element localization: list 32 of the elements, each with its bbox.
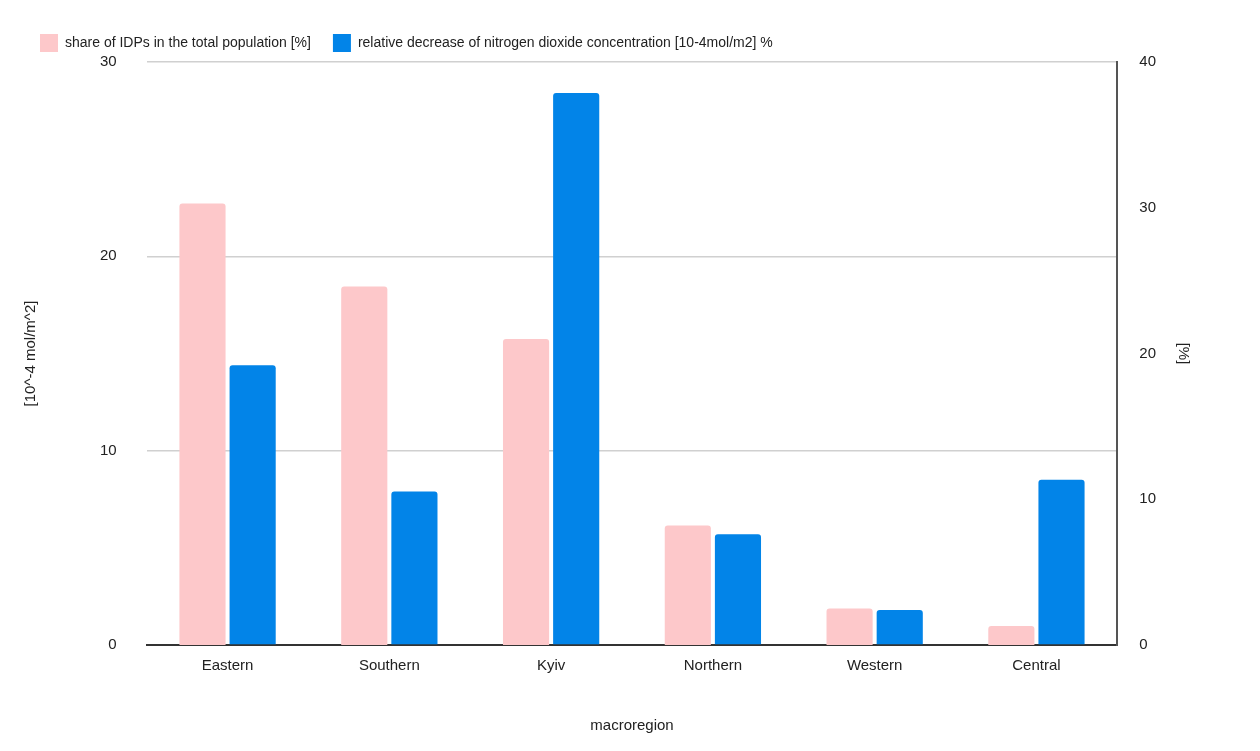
x-tick-label: Kyiv xyxy=(536,656,566,674)
bar xyxy=(553,93,600,645)
y2-tick-label: 0 xyxy=(1139,635,1148,653)
x-axis-title: macroregion xyxy=(590,716,674,734)
y-tick-label: 10 xyxy=(100,440,117,458)
x-tick-label: Western xyxy=(846,656,903,674)
bar xyxy=(179,203,226,645)
y2-tick-label: 10 xyxy=(1139,489,1156,507)
bar xyxy=(391,491,438,645)
x-tick-label: Eastern xyxy=(201,656,254,674)
x-tick-label: Central xyxy=(1012,656,1061,674)
bar xyxy=(341,286,388,645)
legend-label: relative decrease of nitrogen dioxide concentration [10-4mol/m2] % xyxy=(357,33,773,50)
bar xyxy=(664,525,711,645)
y2-tick-label: 30 xyxy=(1139,197,1156,215)
bar xyxy=(826,608,873,645)
y-tick-label: 0 xyxy=(108,635,117,653)
bar xyxy=(229,365,276,645)
legend-label: share of IDPs in the total population [%] xyxy=(65,33,311,50)
y2-tick-label: 20 xyxy=(1139,343,1156,361)
bar xyxy=(1038,479,1085,645)
y2-axis-title: [%] xyxy=(1175,342,1193,365)
y2-tick-label: 40 xyxy=(1139,52,1156,70)
bar xyxy=(502,338,550,645)
x-tick-label: Southern xyxy=(358,656,420,674)
bar xyxy=(714,534,762,645)
y-tick-label: 30 xyxy=(100,52,117,70)
y-axis-title: [10^-4 mol/m^2] xyxy=(21,300,39,407)
bar xyxy=(876,610,923,645)
y-tick-label: 20 xyxy=(100,246,117,264)
x-tick-label: Northern xyxy=(683,656,743,674)
bar xyxy=(988,626,1035,645)
